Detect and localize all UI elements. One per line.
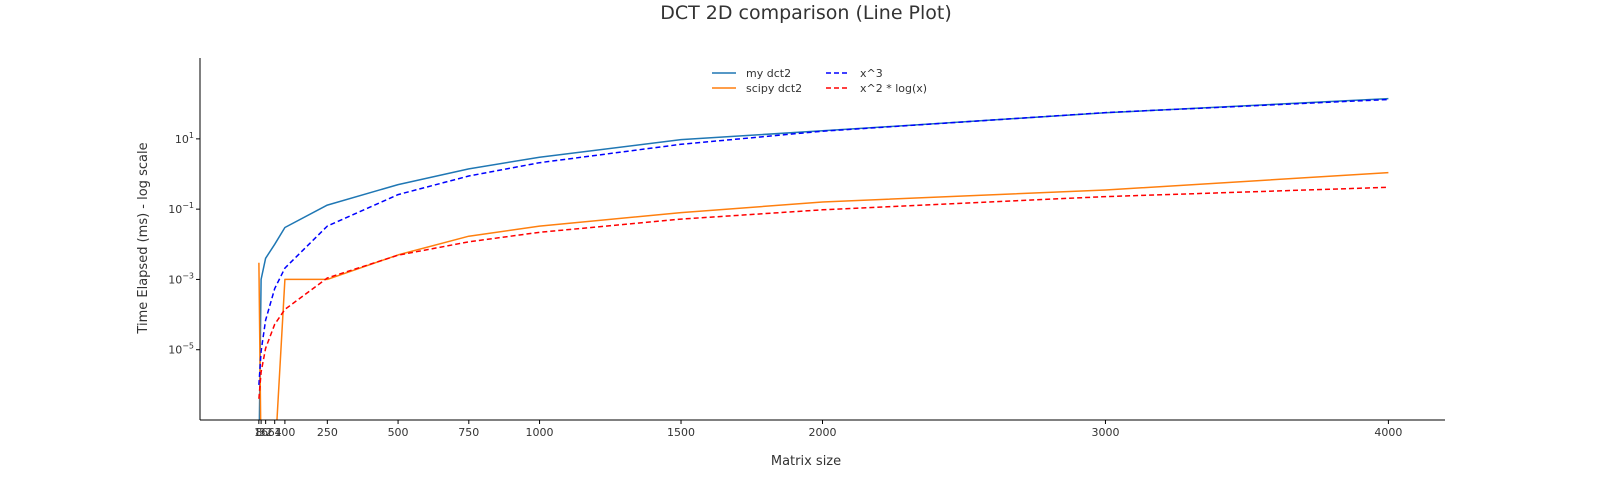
x-tick-label: 100 [274,426,295,439]
y-tick-label: 10−3 [168,271,194,286]
legend-label-0: my dct2 [746,67,791,80]
plot-area [258,97,1389,420]
y-tick-base: 10 [168,344,182,357]
x-tick-label: 4000 [1374,426,1402,439]
y-tick-exponent: −1 [182,201,194,210]
y-tick-exponent: −3 [182,271,194,280]
y-tick-label: 101 [175,131,194,146]
y-tick-exponent: 1 [189,131,194,140]
x-tick-label: 3000 [1091,426,1119,439]
series-line-2 [258,98,1389,385]
x-tick-label: 1000 [526,426,554,439]
y-tick-base: 10 [175,133,189,146]
x-tick-label: 8 [255,426,262,439]
y-tick-base: 10 [168,273,182,286]
x-tick-label: 500 [388,426,409,439]
x-tick-label: 2000 [809,426,837,439]
x-axis-title: Matrix size [771,454,841,469]
series-line-3 [258,186,1389,399]
x-tick-label: 32 [259,426,273,439]
legend-label-2: x^3 [860,67,883,80]
legend-label-1: scipy dct2 [746,82,802,95]
y-tick-base: 10 [168,203,182,216]
chart-title: DCT 2D comparison (Line Plot) [660,2,952,24]
series-line-0 [258,97,1389,420]
x-tick-label: 1500 [667,426,695,439]
y-tick-exponent: −5 [182,342,194,351]
x-tick-label: 16 [254,426,268,439]
x-tick-label: 64 [268,426,282,439]
legend: my dct2 scipy dct2 x^3 x^2 * log(x) [712,67,927,95]
y-axis-title: Time Elapsed (ms) - log scale [136,142,151,334]
series-line-1 [258,171,1389,420]
x-tick-label: 750 [458,426,479,439]
legend-label-3: x^2 * log(x) [860,82,927,95]
x-tick-label: 250 [317,426,338,439]
y-tick-label: 10−1 [168,201,194,216]
y-tick-label: 10−5 [168,342,194,357]
